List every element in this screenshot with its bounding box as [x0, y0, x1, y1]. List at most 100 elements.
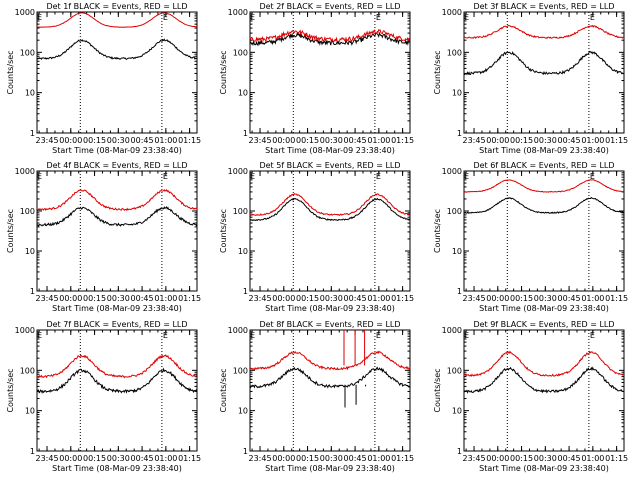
- y-tick-label: 1: [30, 287, 35, 296]
- y-tick-label: 1: [30, 447, 35, 456]
- events-series-line: [463, 196, 625, 215]
- y-axis-label: Counts/sec: [6, 368, 15, 412]
- x-tick-label: 01:00: [154, 136, 177, 145]
- event-marker-label: E: [376, 331, 381, 340]
- y-axis-label: Counts/sec: [433, 50, 442, 94]
- y-tick-label: 1000: [442, 326, 462, 335]
- event-marker-label: E: [250, 13, 255, 22]
- x-tick-label: 00:30: [107, 294, 130, 303]
- y-tick-label: 1000: [15, 167, 35, 176]
- plot-frame: [36, 11, 198, 134]
- chart-panel-1: Det 1f BLACK = Events, RED = LLD 1 10 100 10…: [6, 2, 201, 155]
- chart-title: Det 8f BLACK = Events, RED = LLD: [259, 320, 400, 329]
- event-marker-label: E: [37, 172, 42, 181]
- events-series-line: [36, 206, 198, 227]
- x-axis-label: Start Time (08-Mar-09 23:38:40): [479, 304, 609, 313]
- y-axis-label: Counts/sec: [433, 368, 442, 412]
- x-tick-label: 01:15: [391, 136, 414, 145]
- lld-series-line: [249, 350, 411, 371]
- lld-series-line: [36, 354, 198, 379]
- event-marker-label: E: [590, 13, 595, 22]
- x-tick-label: 00:45: [344, 294, 367, 303]
- event-marker-label: E: [250, 331, 255, 340]
- chart-title: Det 2f BLACK = Events, RED = LLD: [259, 2, 400, 11]
- x-axis-label: Start Time (08-Mar-09 23:38:40): [52, 464, 182, 473]
- x-tick-label: 00:45: [131, 294, 154, 303]
- x-tick-label: 23:45: [36, 454, 59, 463]
- x-tick-label: 23:45: [463, 136, 486, 145]
- x-tick-label: 00:45: [558, 454, 581, 463]
- x-tick-label: 00:15: [83, 294, 106, 303]
- lld-series-line: [463, 179, 625, 193]
- x-tick-label: 00:45: [344, 454, 367, 463]
- x-tick-label: 00:30: [534, 136, 557, 145]
- x-tick-label: 23:45: [463, 294, 486, 303]
- lld-series-line: [463, 24, 625, 40]
- chart-panel-2: Det 2f BLACK = Events, RED = LLD 1 10 100 10…: [219, 2, 414, 155]
- events-series-line: [36, 38, 198, 61]
- x-tick-label: 01:15: [178, 294, 201, 303]
- x-tick-label: 01:00: [581, 294, 604, 303]
- x-tick-label: 00:00: [486, 294, 509, 303]
- chart-title: Det 5f BLACK = Events, RED = LLD: [259, 161, 400, 170]
- chart-title: Det 4f BLACK = Events, RED = LLD: [46, 161, 187, 170]
- x-tick-label: 00:45: [344, 136, 367, 145]
- y-tick-label: 1: [243, 287, 248, 296]
- y-tick-label: 100: [233, 48, 248, 57]
- y-tick-label: 100: [447, 207, 462, 216]
- chart-title: Det 7f BLACK = Events, RED = LLD: [46, 320, 187, 329]
- x-tick-label: 01:00: [154, 294, 177, 303]
- event-marker-label: E: [464, 331, 469, 340]
- y-tick-label: 10: [25, 89, 35, 98]
- x-tick-label: 00:30: [534, 454, 557, 463]
- plot-frame: [36, 170, 198, 292]
- y-tick-label: 100: [233, 366, 248, 375]
- event-marker-label: E: [464, 172, 469, 181]
- event-marker-label: E: [590, 331, 595, 340]
- events-series-line: [249, 197, 411, 222]
- y-tick-label: 10: [452, 247, 462, 256]
- chart-panel-3: Det 3f BLACK = Events, RED = LLD 1 10 100 10…: [433, 2, 628, 155]
- lld-series-line: [249, 28, 411, 43]
- x-tick-label: 00:15: [83, 136, 106, 145]
- x-tick-label: 00:30: [320, 294, 343, 303]
- y-tick-label: 1000: [442, 167, 462, 176]
- x-axis-label: Start Time (08-Mar-09 23:38:40): [52, 304, 182, 313]
- event-marker-label: E: [590, 172, 595, 181]
- y-tick-label: 1000: [442, 8, 462, 17]
- event-marker-label: E: [376, 172, 381, 181]
- plot-frame: [463, 11, 625, 134]
- x-tick-label: 00:00: [272, 294, 295, 303]
- x-tick-label: 00:15: [510, 294, 533, 303]
- x-tick-label: 00:30: [320, 136, 343, 145]
- x-tick-label: 23:45: [249, 294, 272, 303]
- plot-frame: [249, 170, 411, 292]
- x-tick-label: 00:45: [558, 136, 581, 145]
- x-tick-label: 23:45: [463, 454, 486, 463]
- x-tick-label: 00:30: [107, 136, 130, 145]
- y-tick-label: 100: [447, 366, 462, 375]
- event-marker-label: E: [37, 331, 42, 340]
- plot-frame: [249, 329, 411, 452]
- x-tick-label: 00:45: [558, 294, 581, 303]
- y-axis-label: Counts/sec: [219, 50, 228, 94]
- y-tick-label: 1000: [228, 326, 248, 335]
- x-tick-label: 23:45: [36, 136, 59, 145]
- x-tick-label: 01:00: [581, 454, 604, 463]
- x-tick-label: 01:15: [605, 294, 628, 303]
- x-tick-label: 01:00: [154, 454, 177, 463]
- y-tick-label: 100: [233, 207, 248, 216]
- x-tick-label: 01:00: [581, 136, 604, 145]
- x-tick-label: 01:15: [178, 454, 201, 463]
- y-tick-label: 1000: [228, 8, 248, 17]
- y-tick-label: 100: [20, 48, 35, 57]
- y-tick-label: 10: [238, 247, 248, 256]
- plot-frame: [249, 11, 411, 134]
- x-tick-label: 00:15: [83, 454, 106, 463]
- x-tick-label: 00:45: [131, 136, 154, 145]
- x-axis-label: Start Time (08-Mar-09 23:38:40): [479, 146, 609, 155]
- y-tick-label: 10: [25, 247, 35, 256]
- x-tick-label: 23:45: [249, 454, 272, 463]
- y-tick-label: 100: [20, 366, 35, 375]
- y-tick-label: 10: [452, 407, 462, 416]
